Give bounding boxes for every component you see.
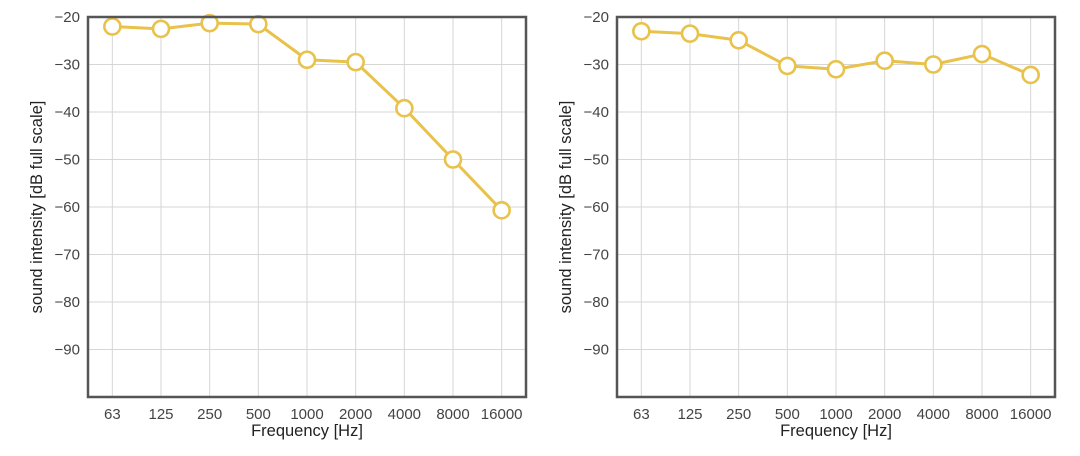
chart-left: −20 −30 −40 −50 −60 −70 −80 −90 63 125 250 500 1000 2… [28,9,528,440]
data-point[interactable] [443,150,463,169]
data-point[interactable] [924,55,943,74]
y-tick-label: −20 [584,9,609,26]
y-tick-label: −20 [55,9,80,26]
x-axis-title: Frequency [Hz] [251,422,363,440]
x-tick-label: 1000 [290,406,323,423]
x-tick-label: 2000 [339,406,372,423]
x-tick-label: 8000 [436,406,469,423]
y-tick-label: −60 [584,199,609,216]
y-tick-label: −90 [584,342,609,359]
y-tick-label: −70 [584,247,609,264]
y-tick-label: −40 [584,104,609,121]
x-tick-label: 500 [775,406,800,423]
data-point[interactable] [680,24,700,43]
y-tick-label: −80 [584,294,609,311]
data-point[interactable] [103,17,122,36]
y-axis-title: sound intensity [dB full scale] [28,101,46,314]
data-point[interactable] [632,21,651,41]
y-tick-label: −90 [55,342,80,359]
x-tick-label: 63 [104,406,121,423]
x-tick-label: 8000 [965,406,998,423]
x-tick-label: 500 [246,406,271,423]
x-tick-label: 1000 [819,406,852,423]
data-point[interactable] [492,201,511,220]
y-tick-label: −50 [55,152,80,169]
x-tick-label: 250 [726,406,751,423]
data-point[interactable] [297,50,317,70]
x-tick-label: 2000 [868,406,901,423]
data-point[interactable] [346,52,365,72]
data-point[interactable] [778,56,797,76]
x-tick-label: 63 [633,406,650,423]
y-tick-label: −30 [55,57,80,74]
data-point[interactable] [151,19,171,39]
data-point[interactable] [826,59,846,79]
data-point[interactable] [729,30,748,50]
y-tick-label: −50 [584,152,609,169]
plot-frame [615,15,1057,399]
data-point[interactable] [249,14,268,34]
data-point[interactable] [395,98,414,118]
y-tick-label: −70 [55,247,80,264]
x-tick-label: 125 [148,406,173,423]
x-tick-label: 4000 [388,406,421,423]
data-point[interactable] [875,51,894,71]
data-point[interactable] [200,13,219,33]
x-tick-label: 250 [197,406,222,423]
y-tick-label: −30 [584,57,609,74]
data-point[interactable] [1021,65,1040,85]
x-tick-label: 16000 [481,406,523,423]
chart-right: −20 −30 −40 −50 −60 −70 −80 −90 63 125 250 500 1000 2… [557,9,1057,440]
plot-frame [86,15,528,399]
data-point[interactable] [972,44,992,64]
y-axis-title: sound intensity [dB full scale] [557,101,575,314]
x-axis-title: Frequency [Hz] [780,422,892,440]
y-tick-label: −80 [55,294,80,311]
x-tick-label: 16000 [1010,406,1052,423]
y-tick-label: −60 [55,199,80,216]
x-tick-label: 4000 [917,406,950,423]
x-tick-label: 125 [677,406,702,423]
y-tick-label: −40 [55,104,80,121]
